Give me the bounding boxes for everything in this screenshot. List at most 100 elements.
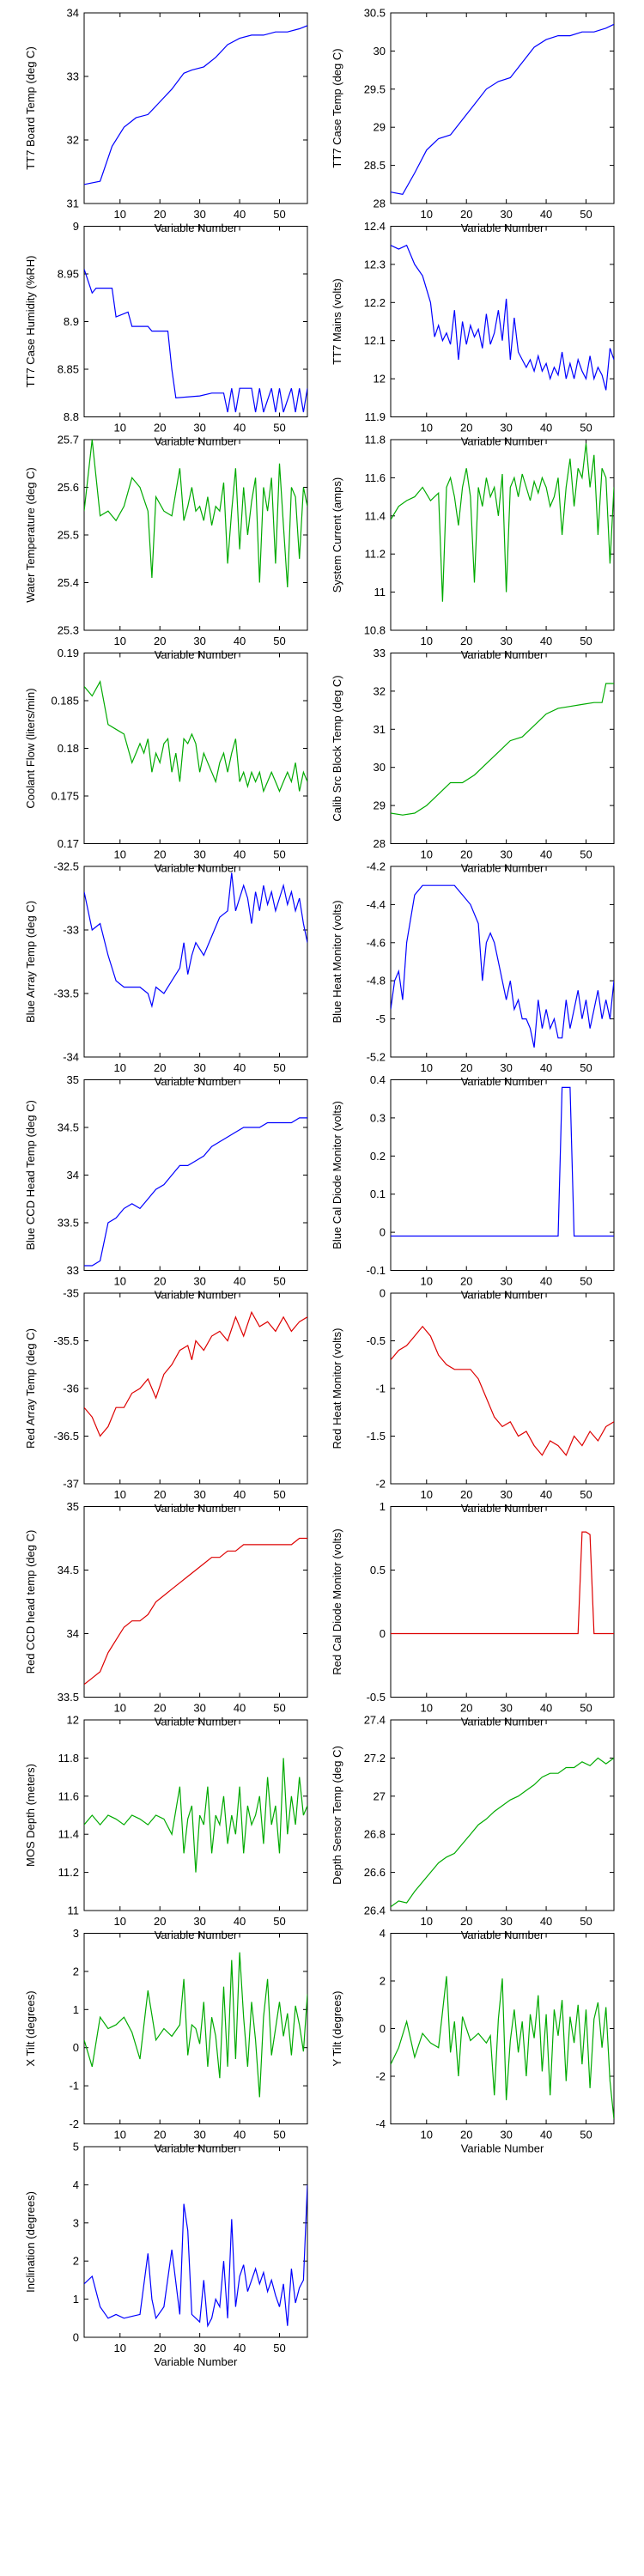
chart-10-y-tick-label: -5.2 xyxy=(367,1051,386,1064)
chart-2-frame xyxy=(390,12,615,204)
chart-21-frame xyxy=(83,2146,308,2338)
chart-4-frame xyxy=(390,226,615,417)
chart-6-y-tick-label: 11.2 xyxy=(365,548,386,561)
chart-14-y-tick-label: 0 xyxy=(380,1287,386,1300)
chart-12-frame xyxy=(390,1079,615,1271)
chart-21-x-tick-label: 30 xyxy=(193,2342,205,2354)
chart-16-series-line xyxy=(391,1531,614,1635)
chart-17-series-line xyxy=(84,1758,307,1873)
chart-16-x-tick-label: 30 xyxy=(500,1702,512,1715)
chart-7-x-tick-label: 30 xyxy=(193,848,205,861)
chart-4-x-tick-label: 40 xyxy=(540,422,552,434)
chart-11-x-tick-label: 20 xyxy=(154,1275,166,1288)
chart-9: -34 -33.5 -33 -32.5 10 20 30 40 50 Variable Numbe… xyxy=(24,860,308,1088)
chart-18-y-tick-label: 27.2 xyxy=(364,1752,386,1765)
chart-3-y-tick-label: 8.85 xyxy=(58,363,79,376)
chart-11-y-axis-label: Blue CCD Head Temp (deg C) xyxy=(24,1100,37,1250)
chart-6-y-tick-label: 11.8 xyxy=(365,434,386,447)
chart-4-series-line xyxy=(391,244,614,391)
chart-8-x-tick-label: 50 xyxy=(580,848,592,861)
chart-1-x-axis-label: Variable Number xyxy=(155,222,238,234)
chart-19-y-tick-label: 0 xyxy=(73,2041,79,2054)
chart-6-y-axis-label: System Current (amps) xyxy=(331,477,343,592)
chart-10-x-tick-label: 20 xyxy=(460,1061,472,1074)
chart-14-series-line xyxy=(391,1325,614,1456)
chart-5-y-tick-label: 25.6 xyxy=(58,481,79,494)
chart-19-x-tick-label: 20 xyxy=(154,2129,166,2142)
chart-14-x-tick-label: 20 xyxy=(460,1488,472,1501)
chart-14-x-axis-label: Variable Number xyxy=(461,1502,544,1515)
chart-3-x-tick-label: 10 xyxy=(114,422,126,434)
chart-18: 26.4 26.6 26.8 27 27.2 27.4 10 20 30 40 50 Variable… xyxy=(331,1714,615,1941)
chart-18-x-tick-label: 20 xyxy=(460,1915,472,1928)
chart-4-y-tick-label: 12.4 xyxy=(364,220,386,233)
chart-3-frame xyxy=(83,226,308,417)
chart-10-series-line xyxy=(391,884,614,1048)
chart-6-y-tick-label: 11.4 xyxy=(365,509,386,522)
chart-13-series-line xyxy=(84,1310,307,1437)
chart-2-x-tick-label: 50 xyxy=(580,208,592,221)
chart-13-y-tick-label: -37 xyxy=(63,1478,79,1491)
chart-10-x-tick-label: 30 xyxy=(500,1061,512,1074)
chart-9-series-line xyxy=(84,872,307,1009)
chart-2-y-axis-label: TT7 Case Temp (deg C) xyxy=(331,48,343,167)
chart-6-x-tick-label: 50 xyxy=(580,635,592,647)
chart-1-x-tick-label: 20 xyxy=(154,208,166,221)
chart-10-y-tick-label: -4.4 xyxy=(367,898,386,911)
chart-13-x-tick-label: 20 xyxy=(154,1488,166,1501)
chart-17-frame xyxy=(83,1719,308,1911)
chart-5-x-axis-label: Variable Number xyxy=(155,648,238,661)
chart-5-y-tick-label: 25.4 xyxy=(58,576,79,589)
chart-19-x-tick-label: 50 xyxy=(273,2129,285,2142)
chart-7: 0.17 0.175 0.18 0.185 0.19 10 20 30 40 50 Variable… xyxy=(24,647,308,875)
chart-21-series-line xyxy=(84,2184,307,2328)
chart-18-y-tick-label: 27 xyxy=(374,1789,386,1802)
chart-10-y-tick-label: -5 xyxy=(375,1012,386,1025)
chart-13-y-axis-label: Red Array Temp (deg C) xyxy=(24,1328,37,1449)
chart-19-y-tick-label: 1 xyxy=(73,2003,79,2016)
chart-3-x-tick-label: 50 xyxy=(273,422,285,434)
chart-20-y-tick-label: -4 xyxy=(375,2117,386,2130)
chart-14-y-tick-label: -0.5 xyxy=(367,1334,386,1347)
chart-9-y-axis-label: Blue Array Temp (deg C) xyxy=(24,901,37,1023)
chart-21-x-tick-label: 10 xyxy=(114,2342,126,2354)
chart-15-x-tick-label: 10 xyxy=(114,1702,126,1715)
chart-3-x-tick-label: 30 xyxy=(193,422,205,434)
chart-19-frame xyxy=(83,1933,308,2124)
chart-2-x-tick-label: 20 xyxy=(460,208,472,221)
chart-14: -2 -1.5 -1 -0.5 0 10 20 30 40 50 Variable Number Re… xyxy=(331,1287,615,1515)
chart-4: 11.9 12 12.1 12.2 12.3 12.4 10 20 30 40 50 Variable… xyxy=(331,220,615,448)
chart-10-y-tick-label: -4.2 xyxy=(367,860,386,873)
chart-19-y-axis-label: X Tilt (degrees) xyxy=(24,1990,37,2066)
chart-2-y-tick-label: 29.5 xyxy=(364,82,386,95)
chart-16-frame xyxy=(390,1506,615,1698)
chart-11-y-tick-label: 34.5 xyxy=(58,1121,79,1134)
chart-17-x-axis-label: Variable Number xyxy=(155,1929,238,1941)
chart-6: 10.8 11 11.2 11.4 11.6 11.8 10 20 30 40 50 Variable… xyxy=(331,434,615,661)
chart-8-x-axis-label: Variable Number xyxy=(461,862,544,875)
chart-13-y-tick-label: -36 xyxy=(63,1382,79,1395)
chart-10-y-axis-label: Blue Heat Monitor (volts) xyxy=(331,900,343,1023)
chart-18-y-tick-label: 26.4 xyxy=(364,1905,386,1917)
chart-10-frame xyxy=(390,866,615,1058)
chart-20-x-axis-label: Variable Number xyxy=(461,2142,544,2155)
chart-21-y-tick-label: 3 xyxy=(73,2216,79,2229)
chart-14-x-tick-label: 10 xyxy=(421,1488,433,1501)
chart-13: -37 -36.5 -36 -35.5 -35 10 20 30 40 50 Variable Nu… xyxy=(24,1287,308,1515)
chart-9-y-tick-label: -33.5 xyxy=(53,987,79,1000)
chart-5-y-axis-label: Water Temperature (deg C) xyxy=(24,467,37,603)
chart-7-y-tick-label: 0.18 xyxy=(58,742,79,755)
chart-21-y-axis-label: Inclination (degrees) xyxy=(24,2191,37,2293)
chart-14-y-tick-label: -1 xyxy=(375,1382,386,1395)
chart-8-x-tick-label: 40 xyxy=(540,848,552,861)
chart-19-x-tick-label: 30 xyxy=(193,2129,205,2142)
chart-18-y-tick-label: 26.8 xyxy=(364,1828,386,1841)
chart-18-x-tick-label: 40 xyxy=(540,1915,552,1928)
chart-16-y-tick-label: 0.5 xyxy=(370,1564,386,1577)
chart-9-x-tick-label: 20 xyxy=(154,1061,166,1074)
chart-11-y-tick-label: 33 xyxy=(67,1264,79,1277)
chart-2-y-tick-label: 28 xyxy=(374,197,386,210)
chart-9-x-tick-label: 40 xyxy=(234,1061,246,1074)
chart-20-frame xyxy=(390,1933,615,2124)
chart-3-x-tick-label: 40 xyxy=(234,422,246,434)
